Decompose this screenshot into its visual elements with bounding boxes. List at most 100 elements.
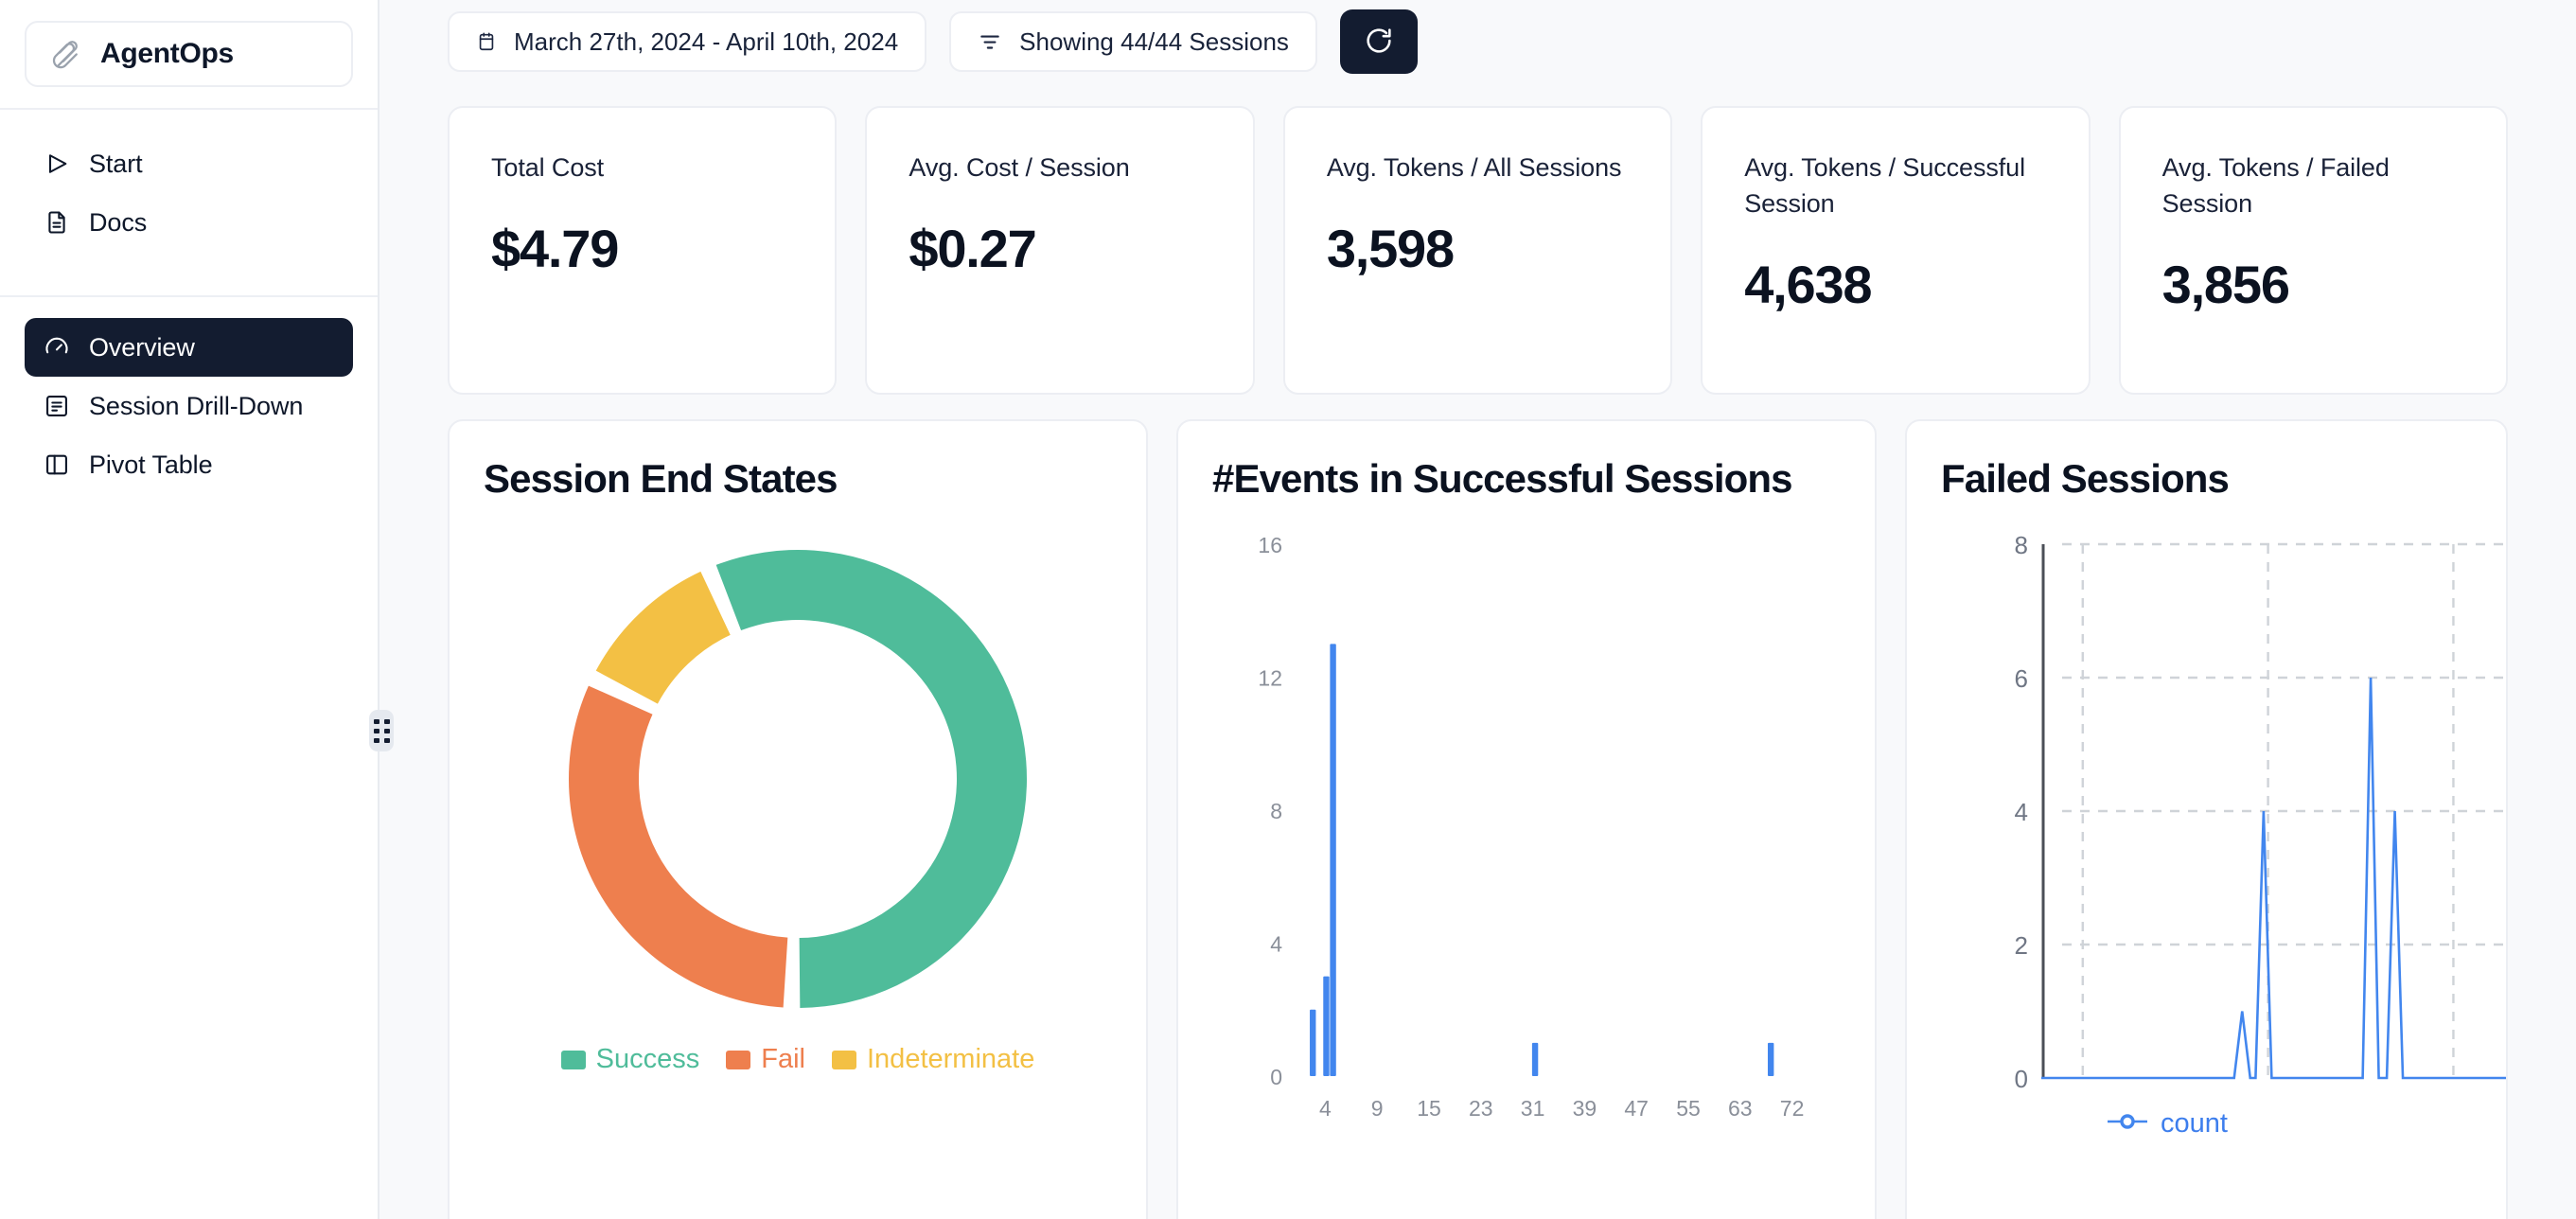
date-range-picker[interactable]: March 27th, 2024 - April 10th, 2024 [448, 11, 927, 72]
y-tick-label: 4 [2015, 798, 2028, 826]
sessions-filter-label: Showing 44/44 Sessions [1019, 26, 1289, 56]
stat-label: Avg. Tokens / All Sessions [1326, 153, 1622, 182]
chart-card-events-successful: #Events in Successful Sessions 0 4 8 12 16 4 9… [1176, 419, 1877, 1219]
line-svg: 0 2 4 6 8 count [2015, 531, 2508, 1139]
stat-card-avg-tokens-all: Avg. Tokens / All Sessions 3,598 [1282, 106, 1673, 395]
stat-label: Avg. Tokens / Successful Session [1744, 153, 2025, 218]
sidebar-item-label: Docs [89, 207, 148, 237]
stat-label: Avg. Tokens / Failed Session [2161, 153, 2390, 218]
legend-marker-icon [2120, 1114, 2135, 1129]
histogram-bar[interactable] [1767, 1042, 1774, 1076]
stat-value: 4,638 [1744, 255, 1872, 314]
refresh-icon [1363, 25, 1395, 60]
failed-sessions-chart: 0 2 4 6 8 count [1941, 512, 2506, 1198]
panel-columns-icon [44, 451, 70, 478]
date-range-label: March 27th, 2024 - April 10th, 2024 [514, 26, 899, 56]
filter-icon [978, 29, 1002, 54]
stat-value: $4.79 [491, 219, 619, 278]
y-tick-label: 2 [2015, 931, 2028, 960]
play-icon [44, 150, 70, 177]
x-tick-label: 23 [1469, 1096, 1493, 1121]
sidebar: AgentOps Start Docs [0, 0, 379, 1219]
sidebar-group-sections: Overview Session Drill-Down Pivot Table [25, 297, 353, 517]
histogram-bar[interactable] [1330, 644, 1336, 1076]
histogram-bar[interactable] [1323, 976, 1330, 1076]
histogram-chart: 0 4 8 12 16 4 9 15 23 31 39 47 55 63 72 [1212, 512, 1841, 1179]
handle-dot [383, 737, 390, 743]
stat-card-avg-cost-session: Avg. Cost / Session $0.27 [865, 106, 1255, 395]
y-tick-label: 8 [2015, 531, 2028, 559]
sidebar-item-pivot-table[interactable]: Pivot Table [25, 435, 353, 494]
stat-value: 3,856 [2161, 255, 2290, 314]
legend-swatch [560, 1050, 586, 1069]
y-tick-label: 4 [1270, 932, 1282, 957]
sidebar-item-label: Pivot Table [89, 450, 213, 479]
calendar-icon [476, 31, 497, 52]
handle-dot [373, 718, 379, 724]
line-series-count[interactable] [2041, 677, 2508, 1080]
legend-item-indeterminate[interactable]: Indeterminate [832, 1044, 1034, 1075]
x-tick-label: 9 [1371, 1096, 1384, 1121]
y-tick-label: 0 [1270, 1065, 1282, 1089]
brand-button[interactable]: AgentOps [25, 21, 353, 87]
sidebar-resize-handle[interactable] [369, 710, 394, 751]
sidebar-item-label: Start [89, 149, 143, 178]
donut-slice-indeterminate[interactable] [595, 571, 731, 704]
stat-card-avg-tokens-successful: Avg. Tokens / Successful Session 4,638 [1701, 106, 2091, 395]
legend-label-count[interactable]: count [2161, 1108, 2228, 1139]
chart-card-session-end-states: Session End States Success Fail [448, 419, 1148, 1219]
sidebar-item-docs[interactable]: Docs [25, 193, 353, 252]
y-tick-label: 16 [1258, 533, 1282, 557]
sidebar-item-label: Overview [89, 332, 195, 362]
legend-label: Indeterminate [867, 1044, 1035, 1074]
legend-swatch [832, 1050, 856, 1069]
document-icon [44, 209, 70, 236]
chart-title: Session End States [484, 456, 838, 501]
legend-swatch [726, 1050, 751, 1069]
stat-card-avg-tokens-failed: Avg. Tokens / Failed Session 3,856 [2118, 106, 2509, 395]
donut-legend: Success Fail Indeterminate [484, 1044, 1112, 1075]
donut-chart [484, 535, 1112, 1027]
sidebar-item-overview[interactable]: Overview [25, 318, 353, 377]
donut-svg [569, 550, 1027, 1008]
stat-label: Avg. Cost / Session [909, 153, 1130, 182]
y-tick-label: 8 [1270, 799, 1282, 823]
x-tick-label: 39 [1573, 1096, 1597, 1121]
y-tick-label: 0 [2015, 1065, 2028, 1093]
sidebar-item-start[interactable]: Start [25, 134, 353, 193]
legend-label: Fail [761, 1044, 805, 1074]
legend-label: Success [595, 1044, 700, 1074]
legend-item-success[interactable]: Success [560, 1044, 700, 1075]
histogram-bar[interactable] [1531, 1042, 1539, 1076]
stat-card-total-cost: Total Cost $4.79 [448, 106, 838, 395]
legend-item-fail[interactable]: Fail [726, 1044, 805, 1075]
x-tick-label: 15 [1417, 1096, 1441, 1121]
sessions-filter-button[interactable]: Showing 44/44 Sessions [949, 11, 1317, 72]
stat-label: Total Cost [491, 153, 605, 182]
histogram-bar[interactable] [1310, 1009, 1316, 1076]
refresh-button[interactable] [1339, 9, 1418, 74]
y-tick-label: 6 [2015, 664, 2028, 693]
charts-row: Session End States Success Fail [414, 395, 2542, 1219]
sidebar-divider-1 [0, 108, 378, 110]
handle-dot [383, 728, 390, 733]
paperclip-logo-icon [51, 38, 83, 70]
chart-title: #Events in Successful Sessions [1212, 456, 1793, 501]
x-tick-label: 31 [1521, 1096, 1545, 1121]
donut-slice-success[interactable] [715, 550, 1027, 1008]
x-tick-label: 47 [1624, 1096, 1649, 1121]
handle-dot [383, 718, 390, 724]
x-tick-label: 4 [1319, 1096, 1332, 1121]
brand-name: AgentOps [100, 38, 234, 69]
donut-slice-fail[interactable] [569, 685, 788, 1008]
stat-cards-row: Total Cost $4.79 Avg. Cost / Session $0.… [414, 83, 2542, 395]
handle-dot [373, 737, 379, 743]
histogram-svg: 0 4 8 12 16 4 9 15 23 31 39 47 55 63 72 [1258, 533, 1804, 1121]
toolbar: March 27th, 2024 - April 10th, 2024 Show… [414, 0, 2542, 83]
handle-dot [373, 728, 379, 733]
sidebar-item-session-drill-down[interactable]: Session Drill-Down [25, 377, 353, 435]
sidebar-divider-2 [0, 295, 378, 297]
chart-title: Failed Sessions [1941, 456, 2230, 501]
sidebar-item-label: Session Drill-Down [89, 391, 304, 420]
